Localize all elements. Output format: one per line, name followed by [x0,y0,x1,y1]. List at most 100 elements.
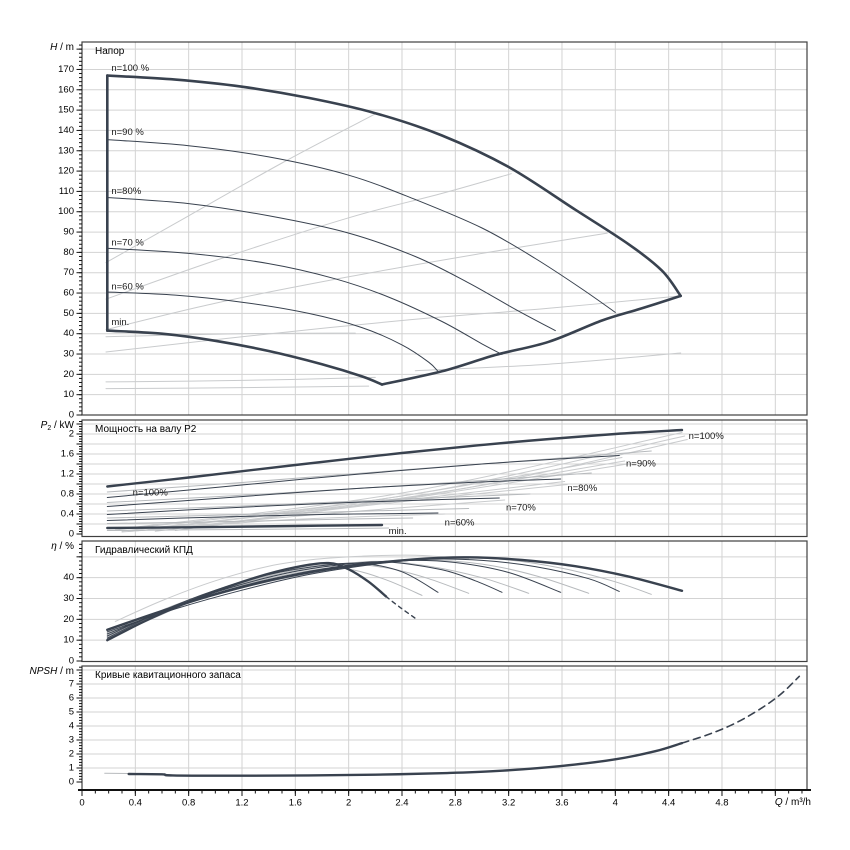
efficiency-title: Гидравлический КПД [95,545,193,556]
power-series [106,428,688,533]
npsh-y-tick-label: 5 [69,707,74,718]
efficiency-y-tick-label: 40 [63,572,74,583]
eff-gx [114,554,470,622]
head-y-tick-label: 100 [58,206,74,217]
curve-label: n=60 % [111,281,144,292]
head-y-tick-label: 20 [63,369,74,380]
head-y-tick-label: 140 [58,125,74,136]
power-y-tick-label: 1.6 [61,449,74,460]
head-y-ticks: 0 10 20 30 40 50 60 70 80 90 100 110 120 130 140 150 160… [58,44,82,421]
envelope-min [106,329,384,386]
curve-label: min. [389,526,407,537]
power-n80 [106,478,562,507]
envelope-lower [380,294,682,386]
envelope-top-n100 [106,74,682,298]
power-y-tick-label: 2 [69,429,74,440]
x-tick-label: 2.8 [449,797,462,808]
head-y-tick-label: 130 [58,145,74,156]
power-g45 [106,527,390,531]
x-tick-label: 3.2 [502,797,515,808]
power-g75 [106,493,531,512]
x-tick-label: 1.6 [289,797,302,808]
fan-7 [121,481,566,532]
efficiency-y-tick-label: 20 [63,614,74,625]
power-axis-label: P2 / kW [41,420,75,432]
power-y-tick-label: 0.8 [61,489,74,500]
head-y-tick-label: 110 [59,186,74,197]
npsh-series [104,675,801,777]
head-y-tick-label: 80 [63,247,74,258]
power-y-tick-label: 1.2 [61,469,74,480]
npsh-y-tick-label: 0 [69,777,74,788]
curve-label: n=80% [567,483,597,494]
curve-label: n=70 % [111,238,144,249]
head-y-tick-label: 70 [63,267,74,278]
panel-head: 0 10 20 30 40 50 60 70 80 90 100 110 120 130 140 150 160… [50,41,808,421]
power-y-tick-label: 0.4 [61,509,74,520]
power-frame [81,419,808,538]
x-tick-label: 4.4 [662,797,675,808]
curve-label: n=100 % [111,63,149,74]
head-y-tick-label: 90 [63,227,74,238]
x-tick-label: 2 [346,797,351,808]
x-axis-label: Q / m³/h [775,797,811,808]
iso-eta-1 [105,112,378,264]
curve-n70 [106,247,503,355]
panel-efficiency: 0 10 20 30 40 Гидравлический КПД η / % [51,540,808,667]
x-tick-label: 2.4 [395,797,408,808]
power-n70 [106,497,500,515]
head-y-tick-label: 120 [58,166,74,177]
iso-eta-5a [105,376,376,383]
curve-label: n=100% [133,488,169,499]
power-g55 [106,517,414,524]
npsh-main [127,741,684,777]
fan-1 [118,432,683,530]
head-series [105,74,682,390]
npsh-dashed [681,675,801,744]
head-y-tick-label: 60 [63,288,74,299]
npsh-y-ticks: 0 1 2 3 4 5 6 7 [69,666,82,788]
npsh-y-tick-label: 1 [69,763,74,774]
power-n100 [106,428,684,488]
head-y-tick-label: 30 [63,349,74,360]
curve-label: n=60% [445,518,475,529]
eff-n100 [106,556,684,631]
curve-label: n=80% [111,186,141,197]
curve-n60 [106,291,439,372]
power-y-tick-label: 0 [69,529,74,540]
head-y-tick-label: 160 [58,84,74,95]
x-tick-label: 4 [613,797,618,808]
npsh-title: Кривые кавитационного запаса [95,670,241,681]
x-tick-label: 4.8 [715,797,728,808]
x-tick-label: 1.2 [235,797,248,808]
curve-label: n=90% [626,459,656,470]
power-n90 [106,455,620,498]
power-y-ticks: 0 0.4 0.8 1.2 1.6 2 [61,421,82,540]
curve-label: n=90 % [111,127,144,138]
efficiency-y-tick-label: 30 [63,593,74,604]
npsh-y-tick-label: 2 [69,749,74,760]
x-axis: 0 0.4 0.8 1.2 1.6 2 2.4 2.8 3.2 3.6 4 4.4 4.8 Q / m³/… [78,789,811,808]
curve-label: n=100% [689,431,725,442]
iso-eta-7 [105,332,356,338]
head-y-tick-label: 40 [63,328,74,339]
head-y-tick-label: 10 [63,389,74,400]
x-tick-label: 0.8 [182,797,195,808]
head-title: Напор [95,46,125,57]
head-axis-label: H / m [50,42,74,53]
x-tick-label: 0 [79,797,84,808]
efficiency-y-tick-label: 0 [69,656,74,667]
iso-eta-6 [105,385,370,390]
eff-min [106,561,388,642]
head-y-tick-label: 170 [58,64,74,75]
head-y-tick-label: 0 [69,410,74,421]
head-y-tick-label: 50 [63,308,74,319]
npsh-y-tick-label: 7 [69,679,74,690]
head-y-tick-label: 150 [58,105,74,116]
efficiency-axis-label: η / % [51,541,74,552]
efficiency-y-tick-label: 10 [63,635,74,646]
panel-npsh: 0 1 2 3 4 5 6 7 Кривые кавитационного запаса NPSH… [30,665,808,791]
power-g65 [106,508,470,519]
power-title: Мощность на валу P2 [95,424,197,435]
